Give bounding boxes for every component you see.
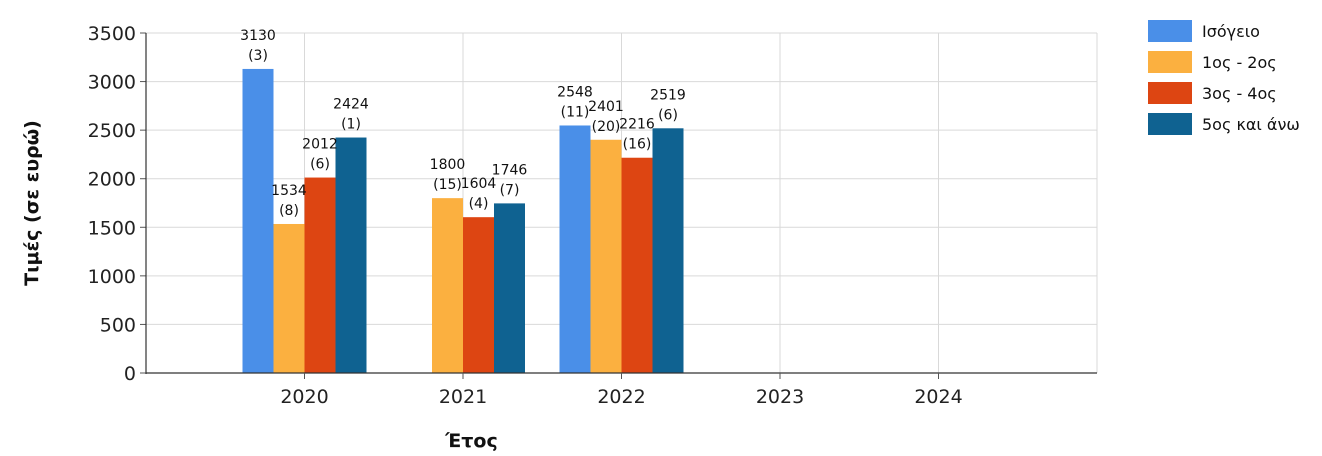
data-label-count: (11) xyxy=(561,104,590,120)
data-label-value: 1534 xyxy=(271,183,307,199)
x-tick-label: 2020 xyxy=(280,386,328,408)
data-label-count: (6) xyxy=(658,107,678,123)
x-tick-label: 2024 xyxy=(914,386,962,408)
data-label-count: (3) xyxy=(248,48,268,64)
bar-2022-s1 xyxy=(590,139,622,373)
data-label-count: (20) xyxy=(592,119,621,135)
bar-2021-s3 xyxy=(494,203,525,373)
legend-swatch xyxy=(1148,51,1192,73)
data-label-count: (7) xyxy=(500,182,520,198)
bar-2022-s3 xyxy=(652,128,684,373)
bar-2020-s0 xyxy=(242,68,274,373)
legend-label: 3ος - 4ος xyxy=(1202,84,1277,103)
data-label-count: (6) xyxy=(310,157,330,173)
y-tick-label: 3500 xyxy=(88,23,136,45)
data-label-value: 3130 xyxy=(240,28,276,44)
data-label-value: 1746 xyxy=(492,162,528,178)
y-tick-label: 2000 xyxy=(88,169,136,191)
data-label-value: 2012 xyxy=(302,137,338,153)
data-label-count: (16) xyxy=(623,137,652,153)
bar-2021-s2 xyxy=(463,217,494,373)
data-label-count: (4) xyxy=(469,196,489,212)
legend-swatch xyxy=(1148,113,1192,135)
bar-2022-s0 xyxy=(559,125,591,373)
x-tick-label: 2022 xyxy=(597,386,645,408)
y-tick-label: 2500 xyxy=(88,120,136,142)
data-label-value: 2519 xyxy=(650,87,686,103)
x-tick-label: 2021 xyxy=(439,386,487,408)
data-label-value: 1604 xyxy=(461,176,497,192)
data-label-value: 2548 xyxy=(557,84,593,100)
y-tick-label: 3000 xyxy=(88,72,136,94)
legend-swatch xyxy=(1148,20,1192,42)
data-label-value: 1800 xyxy=(430,157,466,173)
y-tick-label: 500 xyxy=(100,314,136,336)
legend-label: Ισόγειο xyxy=(1202,22,1260,41)
bar-2022-s2 xyxy=(621,157,653,373)
data-label-count: (1) xyxy=(341,117,361,133)
y-axis-title: Τιμές (σε ευρώ) xyxy=(21,120,43,286)
legend-swatch xyxy=(1148,82,1192,104)
y-tick-label: 0 xyxy=(124,363,136,385)
data-label-value: 2401 xyxy=(588,99,624,115)
bar-2020-s3 xyxy=(335,137,367,373)
x-axis-title: Έτος xyxy=(444,430,498,452)
data-label-value: 2216 xyxy=(619,117,655,133)
bars xyxy=(242,68,684,373)
data-labels: 3130 (3) 1534 (8) 2012 (6) 2424 (1) 1800 (15)1604… xyxy=(240,28,686,219)
x-tick-label: 2023 xyxy=(756,386,804,408)
data-label-count: (15) xyxy=(433,177,462,193)
y-tick-label: 1000 xyxy=(88,266,136,288)
bar-2021-s1 xyxy=(432,198,463,373)
data-label-count: (8) xyxy=(279,203,299,219)
legend-label: 5ος και άνω xyxy=(1202,115,1300,134)
data-label-value: 2424 xyxy=(333,97,369,113)
legend-label: 1ος - 2ος xyxy=(1202,53,1277,72)
bar-2020-s2 xyxy=(304,177,336,373)
y-tick-label: 1500 xyxy=(88,217,136,239)
legend: Ισόγειο 1ος - 2ος 3ος - 4ος 5ος και άνω xyxy=(1148,20,1300,135)
axes: 0 500 1000 1500 2000 2500 3000 3500 2020 2021 2022… xyxy=(88,23,1097,408)
bar-2020-s1 xyxy=(273,223,305,373)
